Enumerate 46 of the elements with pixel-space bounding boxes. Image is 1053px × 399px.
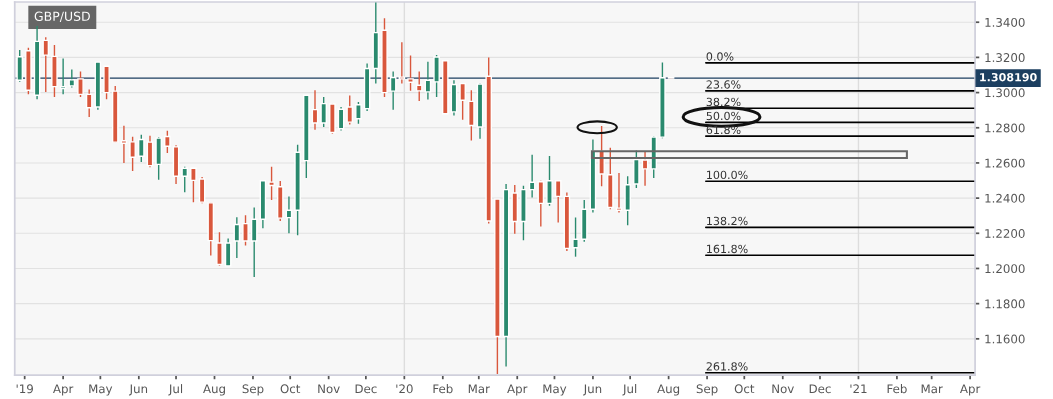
x-tick-label: Jul	[622, 384, 637, 396]
series-label: 100.0%	[707, 170, 748, 180]
x-tick-label: '19	[16, 384, 33, 394]
y-tick-label: 1.3000	[985, 88, 1025, 98]
x-tick-label: Aug	[203, 384, 225, 396]
x-tick-label: Sep	[242, 384, 264, 396]
x-tick-label: May	[543, 384, 567, 396]
x-tick-label: Nov	[318, 384, 340, 394]
x-tick-label: Jun	[583, 384, 602, 396]
x-tick-label: Nov	[772, 384, 794, 394]
x-tick-label: Apr	[507, 384, 528, 396]
y-tick-label: 1.1800	[985, 299, 1025, 309]
y-tick-label: 1.2400	[985, 193, 1025, 203]
x-tick-label: Apr	[53, 384, 74, 396]
series-label: 23.6%	[706, 80, 741, 89]
x-tick-label: May	[89, 384, 113, 396]
y-tick-label: 1.3200	[985, 53, 1025, 63]
x-tick-label: Sep	[696, 384, 718, 396]
series-label: 50.0%	[706, 111, 741, 121]
x-tick-label: Dec	[809, 384, 831, 394]
x-tick-label: Jul	[168, 384, 183, 396]
series-label: 38.2%	[706, 97, 741, 107]
x-tick-label: Feb	[433, 384, 453, 394]
x-tick-label: Jun	[128, 384, 148, 396]
ref-line-label: 1.308190	[980, 72, 1037, 82]
y-tick-label: 1.2200	[985, 229, 1025, 238]
series-label: 161.8%	[707, 244, 748, 254]
series-label: 0.0%	[706, 52, 734, 61]
series-label: 138.2%	[707, 216, 748, 226]
y-tick-label: 1.3400	[985, 17, 1025, 27]
y-tick-label: 1.2600	[985, 158, 1025, 168]
x-tick-label: '20	[396, 384, 413, 394]
y-tick-label: 1.2000	[985, 264, 1025, 274]
y-tick-label: 1.2800	[985, 123, 1025, 133]
y-tick-label: 1.1600	[985, 334, 1025, 344]
x-tick-label: Mar	[921, 384, 943, 394]
series-label: 261.8%	[706, 362, 748, 371]
x-tick-label: Feb	[887, 384, 907, 394]
x-tick-label: '21	[850, 384, 867, 394]
x-tick-label: Oct	[280, 384, 301, 394]
x-tick-label: Dec	[355, 384, 377, 394]
x-tick-label: Aug	[657, 384, 680, 396]
x-tick-label: Apr	[960, 384, 981, 396]
x-tick-label: Oct	[734, 384, 755, 394]
text: GBP/USD	[34, 11, 90, 22]
x-tick-label: Mar	[468, 384, 490, 394]
